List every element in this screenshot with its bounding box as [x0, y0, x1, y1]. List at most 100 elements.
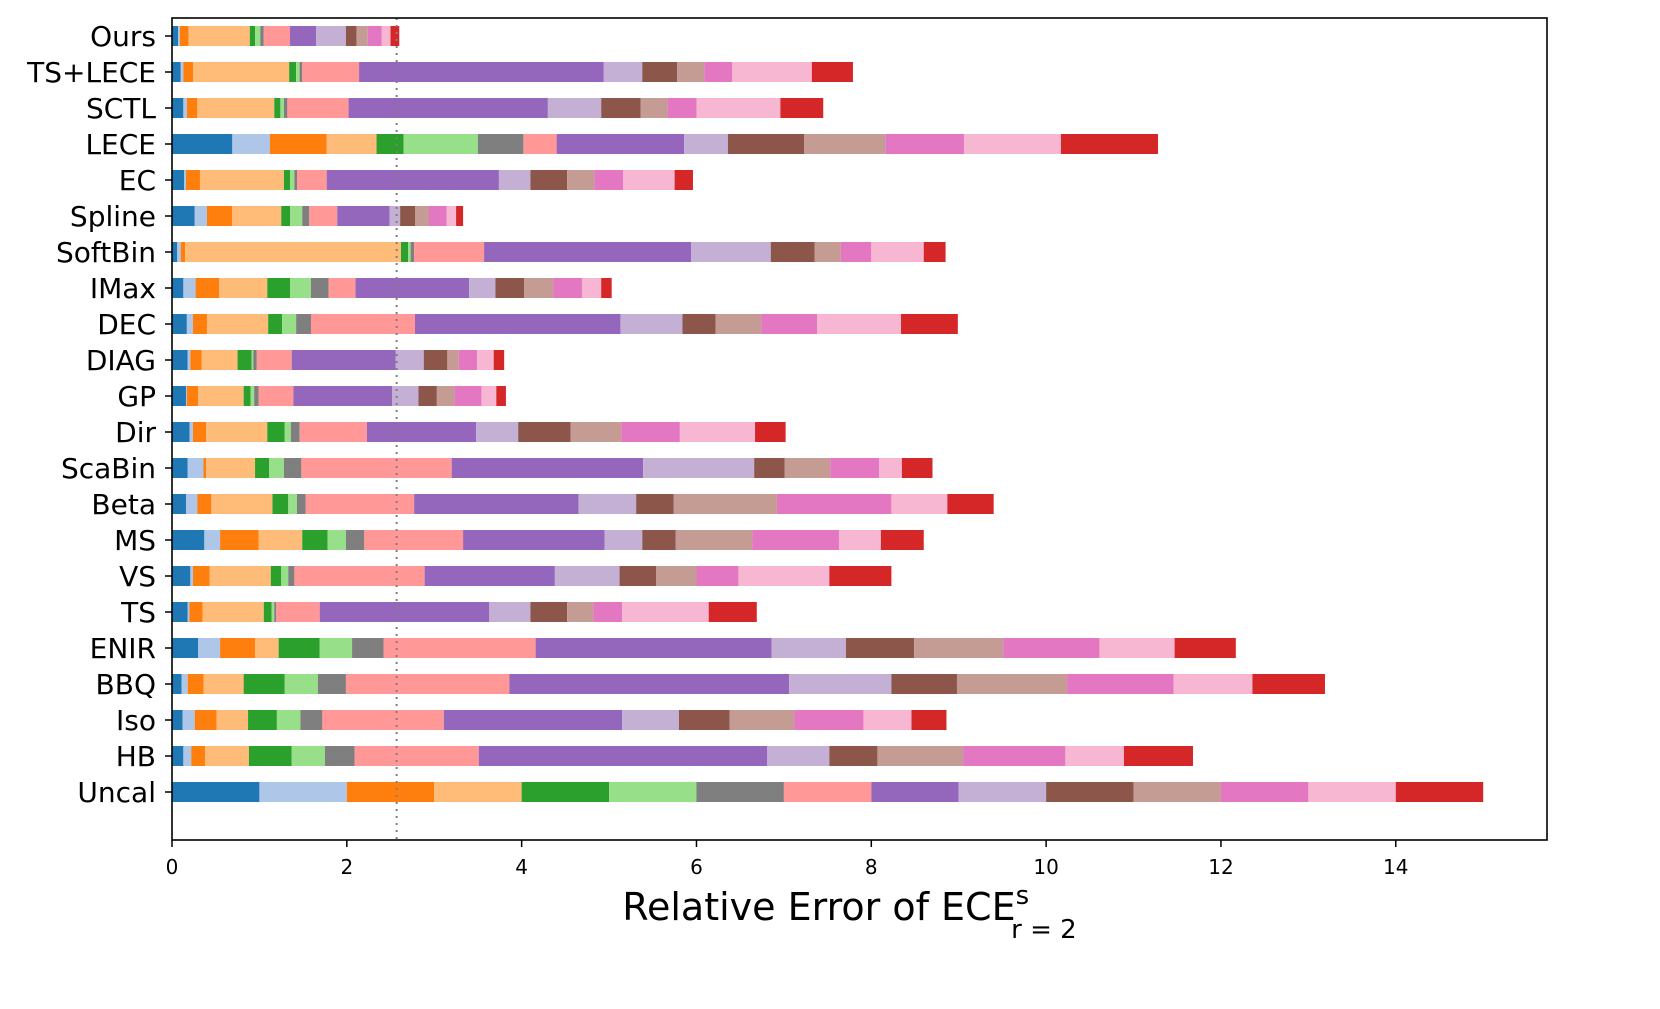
- bar-segment-enir-s2: [198, 638, 221, 658]
- bar-segment-lece-s6: [403, 134, 478, 154]
- bar-segment-sctl-s15: [780, 98, 824, 118]
- bar-segment-beta-s12: [673, 494, 777, 514]
- bar-segment-vs-s4: [209, 566, 271, 586]
- bar-segment-scabin-s3: [203, 458, 207, 478]
- bar-segment-uncal-s1: [172, 782, 260, 802]
- bar-segment-ts-s14: [622, 602, 709, 622]
- y-tick-label: Beta: [91, 488, 156, 521]
- bar-segment-dir-s10: [476, 422, 519, 442]
- bar-segment-ours-s1: [172, 26, 179, 46]
- bar-segment-ts-lece-s1: [172, 62, 181, 82]
- bar-segment-ms-s9: [463, 530, 605, 550]
- bar-segment-dec-s3: [192, 314, 207, 334]
- bar-segment-ts-lece-s7: [299, 62, 303, 82]
- bar-segment-ts-s9: [319, 602, 490, 622]
- bar-segment-dir-s5: [267, 422, 285, 442]
- bar-segment-ms-s1: [172, 530, 205, 550]
- x-axis-label-main: Relative Error of ECE: [622, 885, 1015, 929]
- bar-segment-ours-s4: [188, 26, 250, 46]
- bar-segment-lece-s8: [523, 134, 557, 154]
- y-tick-label: MS: [114, 524, 156, 557]
- bar-segment-enir-s12: [914, 638, 1004, 658]
- x-tick-label: 2: [340, 855, 353, 879]
- bar-segment-sctl-s3: [186, 98, 198, 118]
- bar-segment-imax-s4: [219, 278, 268, 298]
- bar-segment-spline-s10: [389, 206, 401, 226]
- bar-segment-enir-s7: [352, 638, 384, 658]
- bar-segment-scabin-s5: [255, 458, 270, 478]
- bar-segment-bbq-s5: [243, 674, 285, 694]
- bar-segment-dec-s2: [186, 314, 193, 334]
- bar-segment-ms-s13: [752, 530, 839, 550]
- bar-segment-ts-lece-s4: [192, 62, 290, 82]
- bar-segment-dec-s7: [296, 314, 311, 334]
- bar-segment-hb-s7: [324, 746, 355, 766]
- bar-segment-hb-s4: [205, 746, 249, 766]
- bar-segment-lece-s13: [885, 134, 964, 154]
- bar-segment-diag-s15: [493, 350, 505, 370]
- bar-segment-iso-s13: [794, 710, 864, 730]
- bar-segment-lece-s2: [232, 134, 270, 154]
- bar-segment-iso-s5: [248, 710, 277, 730]
- bar-segment-hb-s13: [963, 746, 1066, 766]
- bar-segment-diag-s9: [291, 350, 396, 370]
- bar-segment-spline-s11: [400, 206, 416, 226]
- bar-segment-enir-s8: [383, 638, 536, 658]
- x-tick-label: 10: [1033, 855, 1058, 879]
- bar-segment-hb-s9: [478, 746, 768, 766]
- bar-segment-dec-s15: [901, 314, 958, 334]
- bar-segment-uncal-s12: [1133, 782, 1221, 802]
- bar-segment-lece-s11: [727, 134, 804, 154]
- bar-segment-spline-s15: [456, 206, 464, 226]
- bar-segment-bbq-s6: [284, 674, 318, 694]
- bar-segment-dec-s5: [268, 314, 283, 334]
- bar-segment-vs-s6: [281, 566, 289, 586]
- bar-segment-bbq-s12: [956, 674, 1068, 694]
- y-tick-label: VS: [119, 560, 156, 593]
- bar-segment-hb-s2: [183, 746, 192, 766]
- bar-segment-ec-s14: [623, 170, 675, 190]
- bar-segment-scabin-s2: [187, 458, 204, 478]
- bar-segment-dec-s11: [682, 314, 716, 334]
- bar-segment-ts-s2: [187, 602, 190, 622]
- x-tick-label: 0: [166, 855, 179, 879]
- bar-segment-beta-s14: [891, 494, 948, 514]
- bar-segment-beta-s15: [947, 494, 994, 514]
- bar-segment-spline-s8: [309, 206, 338, 226]
- bar-segment-ms-s10: [604, 530, 643, 550]
- bar-segment-iso-s14: [863, 710, 912, 730]
- bar-segment-enir-s5: [278, 638, 320, 658]
- bar-segment-softbin-s11: [770, 242, 815, 262]
- bar-segment-beta-s1: [172, 494, 186, 514]
- bar-segment-scabin-s1: [172, 458, 188, 478]
- bar-segment-softbin-s14: [871, 242, 924, 262]
- bar-segment-dir-s6: [284, 422, 291, 442]
- bar-segment-dir-s1: [172, 422, 190, 442]
- bar-segment-diag-s1: [172, 350, 188, 370]
- bar-segment-vs-s13: [696, 566, 739, 586]
- bar-segment-beta-s10: [578, 494, 637, 514]
- bar-segment-ec-s3: [185, 170, 200, 190]
- bar-segment-ts-lece-s5: [289, 62, 297, 82]
- bar-segment-gp-s13: [454, 386, 482, 406]
- bar-segment-spline-s7: [302, 206, 310, 226]
- bar-segment-ours-s3: [179, 26, 189, 46]
- x-axis: 0 2 4 6 8 10 12 14: [166, 840, 1409, 879]
- bar-segment-bbq-s15: [1252, 674, 1325, 694]
- bar-segment-sctl-s10: [547, 98, 602, 118]
- bar-segment-ms-s12: [675, 530, 753, 550]
- y-tick-label: ENIR: [90, 632, 156, 665]
- x-tick-label: 12: [1208, 855, 1233, 879]
- bar-segment-softbin-s2: [177, 242, 181, 262]
- bar-segment-lece-s4: [326, 134, 377, 154]
- bar-segment-dir-s12: [570, 422, 622, 442]
- bar-segment-enir-s13: [1003, 638, 1100, 658]
- bar-segment-lece-s15: [1060, 134, 1159, 154]
- bar-segment-lece-s9: [556, 134, 685, 154]
- bar-segment-ec-s9: [326, 170, 499, 190]
- bar-segment-bbq-s7: [317, 674, 346, 694]
- bar-segment-ts-s10: [489, 602, 531, 622]
- bar-segment-gp-s14: [481, 386, 497, 406]
- bar-segment-ts-s3: [189, 602, 203, 622]
- bar-segment-ours-s2: [178, 26, 180, 46]
